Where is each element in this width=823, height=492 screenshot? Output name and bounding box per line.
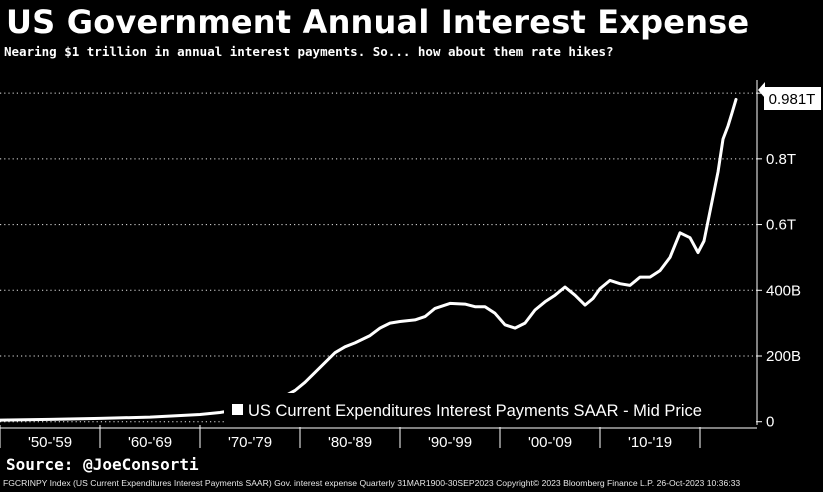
legend-entry: US Current Expenditures Interest Payment… [248, 402, 702, 420]
chart-subtitle: Nearing $1 trillion in annual interest p… [4, 44, 614, 59]
x-tick-label: '60-'69 [128, 434, 172, 451]
last-value-label: 0.981T [758, 82, 821, 110]
last-value-text: 0.981T [769, 91, 816, 108]
legend-swatch [232, 404, 243, 415]
source-credit: Source: @JoeConsorti [6, 455, 199, 474]
y-tick-label: 0 [766, 414, 774, 431]
y-tick-label: 0.6T [766, 217, 796, 234]
x-tick-label: '70-'79 [228, 434, 272, 451]
chart-title: US Government Annual Interest Expense [6, 3, 750, 41]
y-axis-ticks: 0 200B 400B 0.6T 0.8T [756, 80, 801, 431]
y-tick-label: 0.8T [766, 151, 796, 168]
x-tick-label: '10-'19 [628, 434, 672, 451]
x-tick-label: '90-'99 [428, 434, 472, 451]
x-tick-label: '00-'09 [528, 434, 572, 451]
legend: US Current Expenditures Interest Payment… [224, 393, 756, 427]
gridlines [0, 92, 757, 423]
series-line [0, 97, 738, 422]
x-tick-label: '80-'89 [328, 434, 372, 451]
x-tick-label: '50-'59 [28, 434, 72, 451]
y-tick-label: 400B [766, 282, 801, 299]
y-tick-label: 200B [766, 348, 801, 365]
bloomberg-footer: FGCRINPY Index (US Current Expenditures … [3, 478, 741, 488]
x-axis-ticks: '50-'59 '60-'69 '70-'79 '80-'89 '90-'99 '00-'… [0, 425, 757, 451]
